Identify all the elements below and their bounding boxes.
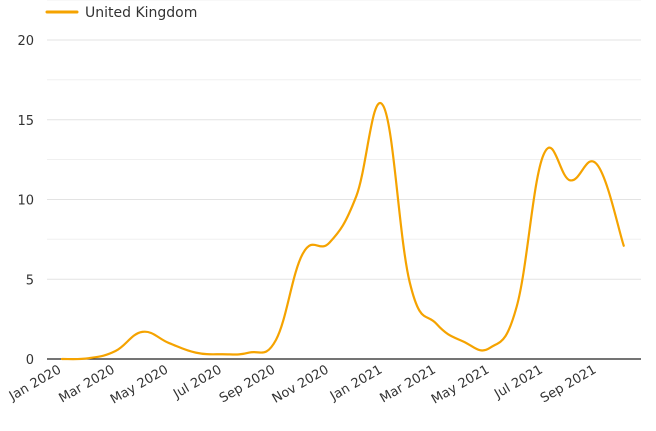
legend-label: United Kingdom [85,5,197,21]
x-tick-label: Jan 2020 [6,362,64,404]
x-tick-label: Sep 2020 [217,362,278,406]
series-line-united-kingdom [60,101,625,361]
legend: United Kingdom [45,5,197,21]
y-tick-label: 20 [17,34,34,49]
x-tick-label: Jul 2021 [491,362,545,402]
y-tick-label: 5 [26,273,34,288]
x-tick-label: Mar 2021 [378,362,439,406]
y-tick-label: 0 [26,353,34,368]
grid [47,0,641,360]
x-tick-label: Jan 2021 [327,362,385,404]
y-tick-label: 10 [17,194,34,209]
x-tick-label: Mar 2020 [57,362,118,406]
y-axis: 0 5 10 15 20 [17,34,34,368]
x-tick-label: Nov 2020 [270,362,332,406]
x-tick-label: May 2021 [429,362,492,407]
x-tick-label: May 2020 [108,362,171,407]
x-tick-label: Jul 2020 [170,362,224,402]
y-tick-label: 15 [17,114,34,129]
x-tick-label: Sep 2021 [538,362,599,406]
series-layer [60,101,625,361]
